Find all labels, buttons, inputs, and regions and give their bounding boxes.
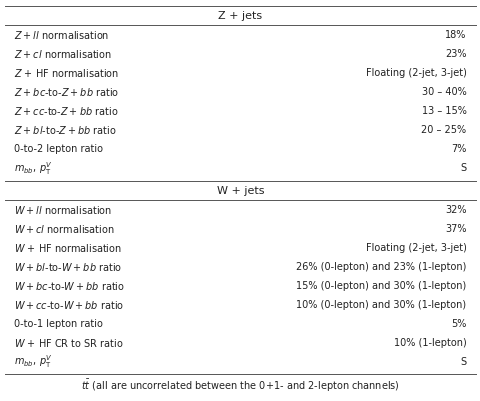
Text: Floating (2-jet, 3-jet): Floating (2-jet, 3-jet) — [365, 243, 466, 253]
Text: Floating (2-jet, 3-jet): Floating (2-jet, 3-jet) — [365, 68, 466, 78]
Text: 13 – 15%: 13 – 15% — [421, 106, 466, 116]
Text: 26% (0-lepton) and 23% (1-lepton): 26% (0-lepton) and 23% (1-lepton) — [296, 262, 466, 272]
Text: 20 – 25%: 20 – 25% — [420, 125, 466, 135]
Text: $Z + \mathit{bl}$-to-$Z + \mathit{bb}$ ratio: $Z + \mathit{bl}$-to-$Z + \mathit{bb}$ r… — [14, 124, 117, 136]
Text: $W + \mathit{bc}$-to-$W + \mathit{bb}$ ratio: $W + \mathit{bc}$-to-$W + \mathit{bb}$ r… — [14, 280, 125, 292]
Text: $W + \mathit{ll}$ normalisation: $W + \mathit{ll}$ normalisation — [14, 204, 112, 216]
Text: 5%: 5% — [450, 319, 466, 329]
Text: 30 – 40%: 30 – 40% — [421, 87, 466, 97]
Text: 15% (0-lepton) and 30% (1-lepton): 15% (0-lepton) and 30% (1-lepton) — [296, 281, 466, 291]
Text: $W$ + HF CR to SR ratio: $W$ + HF CR to SR ratio — [14, 337, 124, 349]
Text: $Z + \mathit{ll}$ normalisation: $Z + \mathit{ll}$ normalisation — [14, 29, 109, 41]
Text: 10% (1-lepton): 10% (1-lepton) — [393, 338, 466, 348]
Text: $W$ + HF normalisation: $W$ + HF normalisation — [14, 242, 122, 254]
Text: $Z + \mathit{cl}$ normalisation: $Z + \mathit{cl}$ normalisation — [14, 48, 112, 60]
Text: Z + jets: Z + jets — [218, 11, 262, 21]
Text: 10% (0-lepton) and 30% (1-lepton): 10% (0-lepton) and 30% (1-lepton) — [296, 300, 466, 310]
Text: 23%: 23% — [444, 49, 466, 59]
Text: 37%: 37% — [444, 224, 466, 234]
Text: $m_{\mathit{bb}},\, p_{\mathrm{T}}^{V}$: $m_{\mathit{bb}},\, p_{\mathrm{T}}^{V}$ — [14, 354, 53, 371]
Text: $W + \mathit{cc}$-to-$W + \mathit{bb}$ ratio: $W + \mathit{cc}$-to-$W + \mathit{bb}$ r… — [14, 299, 124, 311]
Text: $Z$ + HF normalisation: $Z$ + HF normalisation — [14, 67, 120, 79]
Text: 32%: 32% — [444, 205, 466, 215]
Text: 18%: 18% — [444, 30, 466, 40]
Text: $Z + \mathit{cc}$-to-$Z + \mathit{bb}$ ratio: $Z + \mathit{cc}$-to-$Z + \mathit{bb}$ r… — [14, 105, 119, 117]
Text: $Z + \mathit{bc}$-to-$Z + \mathit{bb}$ ratio: $Z + \mathit{bc}$-to-$Z + \mathit{bb}$ r… — [14, 86, 120, 98]
Text: $t\bar{t}$ (all are uncorrelated between the 0+1- and 2-lepton channels): $t\bar{t}$ (all are uncorrelated between… — [81, 378, 399, 394]
Text: 0-to-2 lepton ratio: 0-to-2 lepton ratio — [14, 144, 103, 154]
Text: W + jets: W + jets — [216, 186, 264, 196]
Text: $W + \mathit{cl}$ normalisation: $W + \mathit{cl}$ normalisation — [14, 223, 115, 235]
Text: S: S — [459, 163, 466, 173]
Text: 7%: 7% — [450, 144, 466, 154]
Text: 0-to-1 lepton ratio: 0-to-1 lepton ratio — [14, 319, 103, 329]
Text: S: S — [459, 357, 466, 367]
Text: $W + \mathit{bl}$-to-$W + \mathit{bb}$ ratio: $W + \mathit{bl}$-to-$W + \mathit{bb}$ r… — [14, 261, 122, 273]
Text: $m_{\mathit{bb}},\, p_{\mathrm{T}}^{V}$: $m_{\mathit{bb}},\, p_{\mathrm{T}}^{V}$ — [14, 160, 53, 176]
